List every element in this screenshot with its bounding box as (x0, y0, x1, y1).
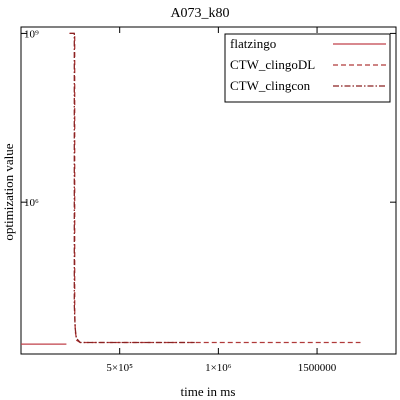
legend-label-2: CTW_clingcon (230, 78, 311, 93)
series-layer (21, 32, 361, 345)
x-axis-label: time in ms (181, 384, 236, 399)
chart-title: A073_k80 (170, 6, 229, 21)
axis-ticks: 5×10⁵ 1×10⁶ 1500000 10⁹ 10⁶ (21, 27, 396, 374)
legend-label-0: flatzingo (230, 36, 276, 51)
legend-label-1: CTW_clingoDL (230, 57, 315, 72)
legend-entries: flatzingo CTW_clingoDL CTW_clingcon (230, 36, 386, 93)
legend: flatzingo CTW_clingoDL CTW_clingcon (224, 33, 391, 103)
y-tick-label-1: 10⁶ (24, 197, 39, 209)
y-axis-label: optimization value (1, 143, 16, 240)
x-tick-label-2: 1500000 (298, 362, 337, 374)
series-line-ctw-clingcon (69, 32, 195, 344)
y-tick-label-0: 10⁹ (24, 28, 39, 40)
x-tick-label-1: 1×10⁶ (205, 362, 232, 374)
x-tick-label-0: 5×10⁵ (106, 362, 133, 374)
plot-frame (20, 26, 397, 355)
legend-box (224, 33, 391, 103)
